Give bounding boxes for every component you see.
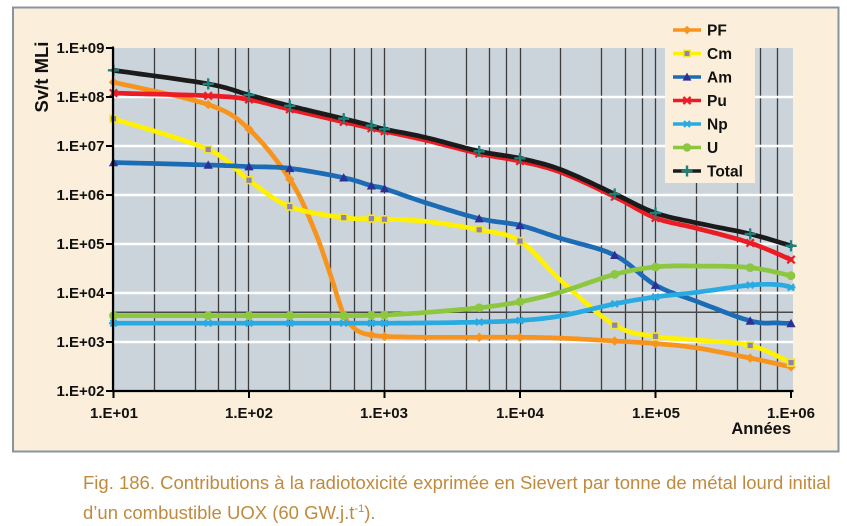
svg-text:1.E+09: 1.E+09 xyxy=(57,40,105,57)
svg-text:1.E+01: 1.E+01 xyxy=(90,405,138,422)
svg-text:1.E+04: 1.E+04 xyxy=(57,285,106,302)
svg-text:1.E+05: 1.E+05 xyxy=(57,236,105,253)
svg-text:1.E+04: 1.E+04 xyxy=(496,405,545,422)
svg-text:PF: PF xyxy=(707,23,727,40)
svg-text:Np: Np xyxy=(707,117,728,134)
svg-text:Total: Total xyxy=(707,164,743,181)
svg-text:1.E+03: 1.E+03 xyxy=(57,334,105,351)
svg-text:Cm: Cm xyxy=(707,46,732,63)
svg-text:1.E+02: 1.E+02 xyxy=(225,405,273,422)
svg-text:Sv/t MLi: Sv/t MLi xyxy=(31,42,52,113)
svg-text:1.E+03: 1.E+03 xyxy=(360,405,408,422)
svg-text:Pu: Pu xyxy=(707,93,727,110)
svg-text:1.E+06: 1.E+06 xyxy=(57,187,105,204)
svg-text:1.E+02: 1.E+02 xyxy=(57,383,105,400)
svg-text:Années: Années xyxy=(731,420,791,438)
svg-text:1.E+06: 1.E+06 xyxy=(767,405,815,422)
svg-text:1.E+05: 1.E+05 xyxy=(632,405,680,422)
svg-text:U: U xyxy=(707,140,718,157)
svg-text:1.E+07: 1.E+07 xyxy=(57,138,105,155)
svg-text:Am: Am xyxy=(707,70,732,87)
svg-text:1.E+08: 1.E+08 xyxy=(57,89,105,106)
